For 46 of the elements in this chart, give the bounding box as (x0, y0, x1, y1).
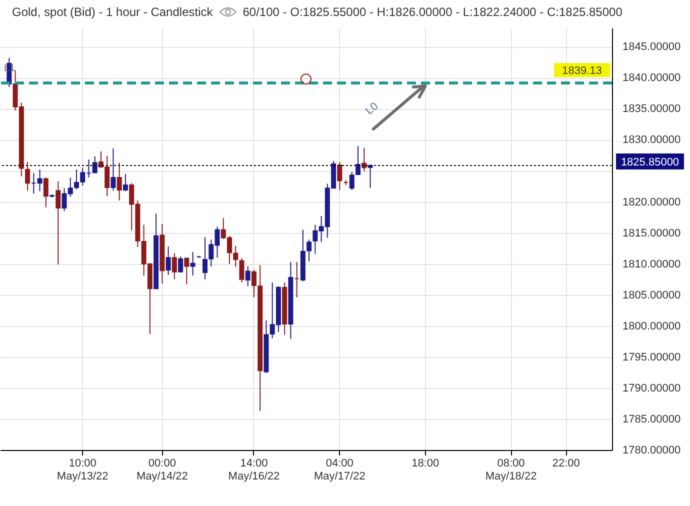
x-tick-label: 04:00 May/17/22 (314, 458, 366, 482)
candlestick (178, 256, 184, 274)
x-tick-label: 18:00 (412, 458, 440, 470)
candlestick (190, 252, 196, 276)
candlestick (37, 168, 42, 192)
y-tick-label: 1805.00000 (622, 289, 681, 302)
candlestick (116, 162, 122, 202)
y-tick-label: 1830.00000 (622, 134, 681, 146)
candlestick (56, 180, 61, 265)
x-tick-label: 00:00 May/14/22 (136, 458, 188, 482)
x-tick-label: 10:00 May/13/22 (56, 458, 108, 482)
y-tick-label: 1820.00000 (622, 196, 681, 208)
candlestick (337, 162, 342, 190)
y-tick-label: 1785.00000 (622, 413, 681, 426)
y-tick-label: 1795.00000 (622, 351, 681, 364)
candlestick (245, 266, 250, 287)
candlestick (368, 164, 373, 188)
x-tick-label: 14:00 May/16/22 (228, 458, 280, 482)
y-tick-label: 1815.00000 (622, 227, 681, 240)
x-tick-label: 22:00 (552, 458, 580, 470)
y-tick-label: 1840.00000 (622, 72, 681, 84)
price-tag: 1839.13 (554, 63, 610, 78)
chart-title: Gold, spot (Bid) - 1 hour - Candlestick (12, 4, 213, 21)
ref-line-label: 1839.13 (562, 65, 602, 78)
y-tick-label: 1800.00000 (622, 320, 681, 332)
candlestick (233, 245, 238, 268)
y-tick-label: 1780.00000 (622, 444, 681, 456)
y-tick-label: 1790.00000 (622, 382, 681, 394)
candlestick (92, 156, 98, 174)
ref-line-label: 1825.85000 (620, 156, 680, 168)
candlestick (43, 177, 48, 208)
annotation: L0 (364, 100, 381, 118)
chart-subtitle: 60/100 - O:1825.55000 - H:1826.00000 - L:1822.24000 - C:1825.85000 (242, 4, 622, 21)
candlestick (122, 173, 128, 192)
candlestick (25, 162, 30, 192)
annotation: L1 (4, 63, 16, 74)
y-tick-label: 1810.00000 (622, 258, 681, 270)
y-tick-label: 1835.00000 (622, 103, 681, 116)
candlestick (166, 246, 171, 276)
candlestick (184, 257, 190, 285)
y-tick-label: 1845.00000 (622, 41, 681, 54)
x-tick-label: 08:00 May/18/22 (485, 458, 537, 482)
candlestick (172, 252, 177, 280)
candlestick (239, 258, 244, 283)
candlestick (110, 148, 116, 192)
price-tag: 1825.85000 (616, 153, 684, 170)
